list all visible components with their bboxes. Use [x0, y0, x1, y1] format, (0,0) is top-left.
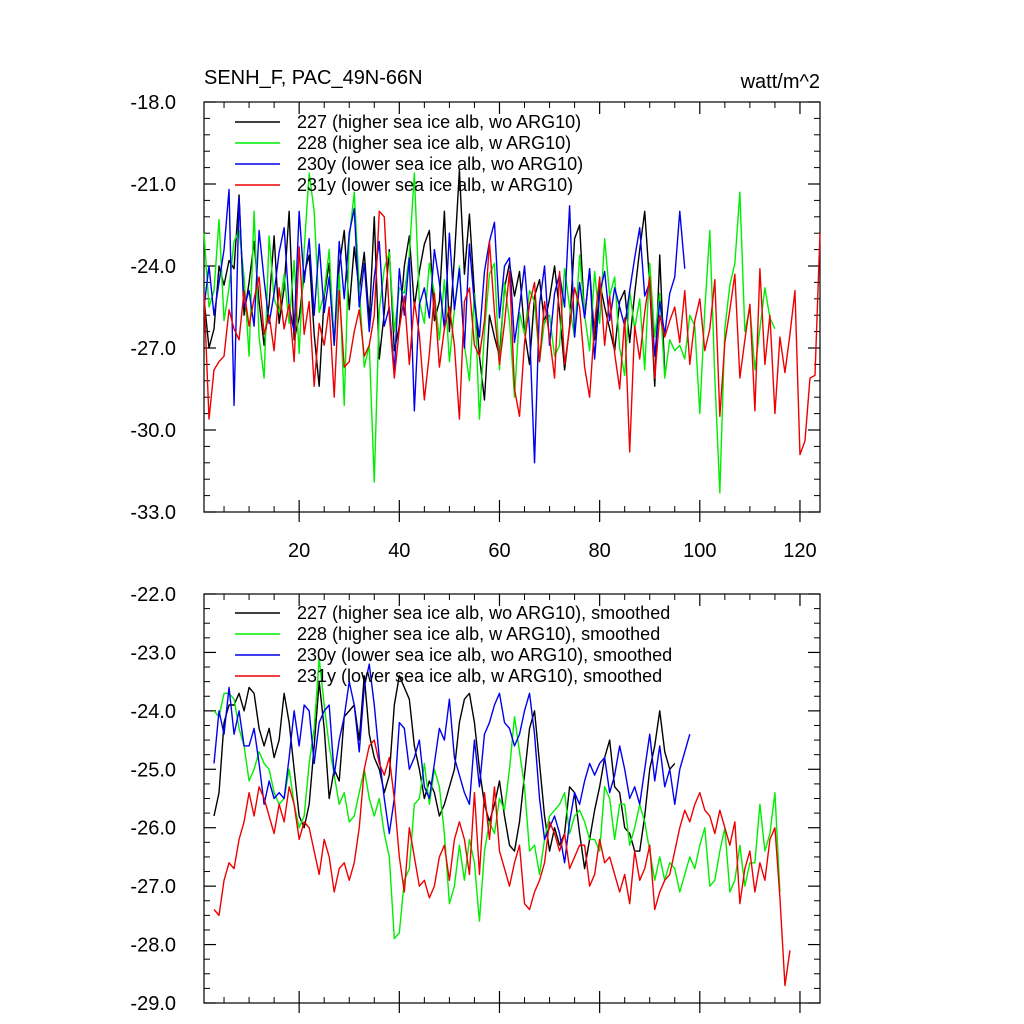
legend-label: 230y (lower sea ice alb, wo ARG10) [297, 154, 583, 174]
chart-title: SENH_F, PAC_49N-66N [204, 67, 423, 89]
y-tick-label: -18.0 [130, 92, 176, 114]
series-line-3 [213, 663, 691, 864]
legend-label: 227 (higher sea ice alb, wo ARG10), smoo… [297, 603, 670, 623]
legend-label: 231y (lower sea ice alb, w ARG10) [297, 175, 573, 195]
y-tick-label: -29.0 [130, 993, 176, 1015]
y-tick-label: -22.0 [130, 584, 176, 606]
units-label: watt/m^2 [740, 71, 820, 93]
y-tick-label: -33.0 [130, 502, 176, 524]
x-tick-label: 100 [683, 540, 716, 562]
y-tick-label: -27.0 [130, 338, 176, 360]
y-tick-label: -23.0 [130, 642, 176, 664]
legend-label: 230y (lower sea ice alb, wo ARG10), smoo… [297, 645, 672, 665]
bottom-panel: -29.0 -28.0 -27.0 -26.0 -25.0 -24.0 -23.0 -22.0… [130, 584, 821, 1015]
series-line-2 [203, 172, 776, 494]
y-tick-label: -25.0 [130, 759, 176, 781]
y-tick-label: -26.0 [130, 818, 176, 840]
x-tick-label: 60 [488, 540, 510, 562]
y-tick-label: -30.0 [130, 420, 176, 442]
x-tick-label: 120 [783, 540, 816, 562]
y-tick-label: -27.0 [130, 876, 176, 898]
series-line-4 [203, 210, 821, 456]
legend-label: 231y (lower sea ice alb, w ARG10), smoot… [297, 666, 662, 686]
x-tick-label: 20 [288, 540, 310, 562]
legend-label: 227 (higher sea ice alb, wo ARG10) [297, 112, 581, 132]
top-panel: -33.0 -30.0 -27.0 -24.0 -21.0 -18.0 20 40 60 80 10… [130, 92, 821, 562]
x-tick-label: 40 [388, 540, 410, 562]
series-line-4 [213, 739, 791, 987]
legend-label: 228 (higher sea ice alb, w ARG10) [297, 133, 571, 153]
x-tick-label: 80 [589, 540, 611, 562]
y-tick-label: -21.0 [130, 174, 176, 196]
y-tick-label: -28.0 [130, 935, 176, 957]
y-tick-label: -24.0 [130, 256, 176, 278]
y-tick-label: -24.0 [130, 701, 176, 723]
legend-label: 228 (higher sea ice alb, w ARG10), smoot… [297, 624, 660, 644]
